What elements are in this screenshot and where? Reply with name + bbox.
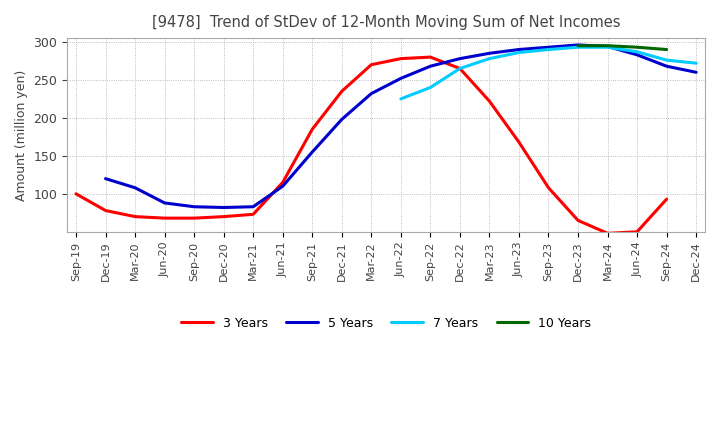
3 Years xyxy=(397,56,405,61)
5 Years xyxy=(633,52,642,58)
3 Years xyxy=(633,229,642,235)
5 Years xyxy=(249,204,258,209)
5 Years xyxy=(426,63,435,69)
7 Years xyxy=(426,85,435,90)
3 Years xyxy=(662,197,671,202)
3 Years xyxy=(308,127,317,132)
Line: 3 Years: 3 Years xyxy=(76,57,667,233)
Legend: 3 Years, 5 Years, 7 Years, 10 Years: 3 Years, 5 Years, 7 Years, 10 Years xyxy=(176,312,596,335)
3 Years xyxy=(544,185,553,191)
5 Years xyxy=(220,205,228,210)
Y-axis label: Amount (million yen): Amount (million yen) xyxy=(15,70,28,201)
Title: [9478]  Trend of StDev of 12-Month Moving Sum of Net Incomes: [9478] Trend of StDev of 12-Month Moving… xyxy=(152,15,621,30)
5 Years xyxy=(603,44,612,49)
3 Years xyxy=(515,139,523,145)
3 Years xyxy=(72,191,81,197)
5 Years xyxy=(190,204,199,209)
3 Years xyxy=(102,208,110,213)
7 Years xyxy=(574,44,582,50)
3 Years xyxy=(574,218,582,223)
3 Years xyxy=(131,214,140,219)
7 Years xyxy=(633,49,642,55)
7 Years xyxy=(603,44,612,50)
7 Years xyxy=(485,56,494,61)
Line: 5 Years: 5 Years xyxy=(106,45,696,208)
5 Years xyxy=(662,63,671,69)
5 Years xyxy=(131,185,140,191)
5 Years xyxy=(485,51,494,56)
7 Years xyxy=(515,50,523,55)
3 Years xyxy=(426,55,435,60)
10 Years xyxy=(574,43,582,48)
7 Years xyxy=(692,61,701,66)
Line: 10 Years: 10 Years xyxy=(578,46,667,50)
5 Years xyxy=(692,70,701,75)
10 Years xyxy=(662,47,671,52)
3 Years xyxy=(190,216,199,221)
7 Years xyxy=(544,47,553,52)
3 Years xyxy=(603,231,612,236)
5 Years xyxy=(544,44,553,50)
5 Years xyxy=(367,91,376,96)
7 Years xyxy=(456,66,464,71)
5 Years xyxy=(279,183,287,189)
5 Years xyxy=(102,176,110,181)
3 Years xyxy=(338,88,346,94)
3 Years xyxy=(456,66,464,71)
3 Years xyxy=(279,180,287,185)
3 Years xyxy=(220,214,228,219)
5 Years xyxy=(338,117,346,122)
7 Years xyxy=(397,96,405,102)
5 Years xyxy=(397,76,405,81)
3 Years xyxy=(485,99,494,104)
10 Years xyxy=(633,44,642,50)
5 Years xyxy=(515,47,523,52)
5 Years xyxy=(456,56,464,61)
5 Years xyxy=(161,200,169,205)
10 Years xyxy=(603,43,612,48)
3 Years xyxy=(161,216,169,221)
5 Years xyxy=(308,150,317,155)
3 Years xyxy=(249,212,258,217)
Line: 7 Years: 7 Years xyxy=(401,47,696,99)
5 Years xyxy=(574,42,582,48)
7 Years xyxy=(662,58,671,63)
3 Years xyxy=(367,62,376,67)
